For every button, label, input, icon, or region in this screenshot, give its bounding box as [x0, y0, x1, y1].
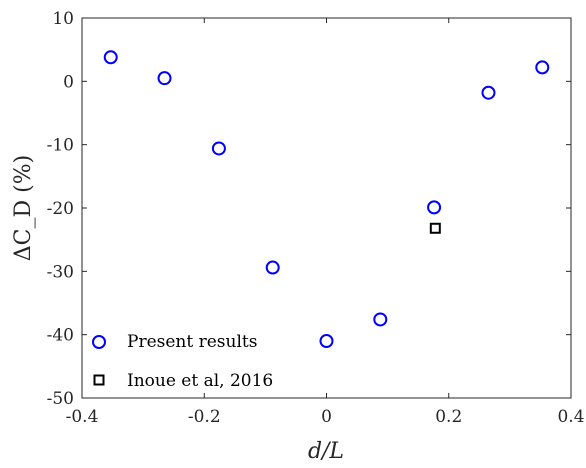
y-tick-label: 0 — [63, 72, 74, 92]
data-point-present-results — [319, 334, 334, 348]
x-tick-label: -0.4 — [66, 407, 99, 427]
y-tick-label: -30 — [47, 262, 74, 282]
y-tick-label: -10 — [47, 136, 74, 156]
legend-marker-present-results — [92, 335, 106, 349]
data-point-inoue — [429, 222, 441, 234]
legend-label-present-results: Present results — [127, 332, 257, 352]
data-point-present-results — [211, 141, 226, 156]
x-tick-label: 0.2 — [435, 407, 462, 427]
legend-label-inoue: Inoue et al, 2016 — [127, 371, 273, 391]
y-tick-label: -20 — [47, 199, 74, 219]
y-tick-label: -40 — [47, 326, 74, 346]
y-axis-label: ΔC_D (%) — [11, 155, 36, 261]
x-tick-label: -0.2 — [188, 407, 221, 427]
data-marks — [103, 50, 550, 348]
legend-marker-inoue — [93, 374, 105, 386]
data-point-present-results — [103, 50, 118, 65]
y-tick-label: 10 — [52, 9, 74, 29]
data-point-present-results — [373, 312, 388, 327]
x-tick-label: 0 — [321, 407, 332, 427]
data-point-present-results — [427, 200, 442, 215]
data-point-present-results — [535, 60, 550, 75]
data-point-present-results — [157, 71, 172, 86]
data-point-present-results — [265, 260, 280, 275]
data-point-present-results — [481, 85, 496, 100]
x-axis-label: d/L — [308, 439, 344, 464]
legend: Present results Inoue et al, 2016 — [92, 332, 273, 391]
x-tick-label: 0.4 — [557, 407, 584, 427]
axis-ticks: -0.4 -0.2 0 0.2 0.4 -50 -40 -30 -20 -10 0 10 — [47, 9, 585, 427]
y-tick-label: -50 — [47, 389, 74, 409]
